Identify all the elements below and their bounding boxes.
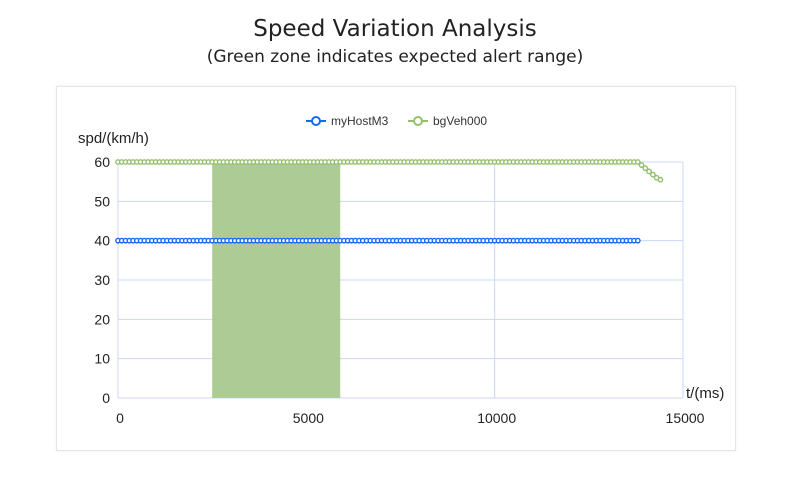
y-tick-label: 50	[94, 193, 110, 209]
data-point	[634, 237, 641, 244]
data-point	[657, 176, 664, 183]
x-axis-label: t/(ms)	[686, 385, 724, 402]
data-point	[642, 165, 649, 172]
x-tick-label: 0	[116, 410, 124, 426]
data-point	[649, 171, 656, 178]
y-tick-label: 0	[102, 390, 110, 406]
x-tick-label: 15000	[666, 410, 705, 426]
alert-zone	[212, 162, 341, 398]
x-tick-label: 10000	[477, 410, 516, 426]
x-tick-label: 5000	[293, 410, 324, 426]
y-tick-label: 30	[94, 272, 110, 288]
data-point	[634, 159, 641, 165]
chart-panel	[56, 86, 736, 451]
legend-label: bgVeh000	[433, 114, 487, 128]
y-tick-label: 60	[94, 154, 110, 170]
data-point	[638, 162, 645, 169]
y-tick-label: 20	[94, 311, 110, 327]
chart-subtitle: (Green zone indicates expected alert ran…	[206, 47, 584, 67]
data-point	[646, 168, 652, 175]
legend-label: myHostM3	[331, 114, 389, 128]
chart-title: Speed Variation Analysis	[253, 16, 537, 42]
y-tick-label: 10	[94, 351, 110, 367]
legend-marker-icon	[413, 116, 423, 126]
y-tick-label: 40	[94, 233, 110, 249]
legend-marker-icon	[311, 116, 321, 126]
y-axis-label: spd/(km/h)	[78, 130, 149, 147]
